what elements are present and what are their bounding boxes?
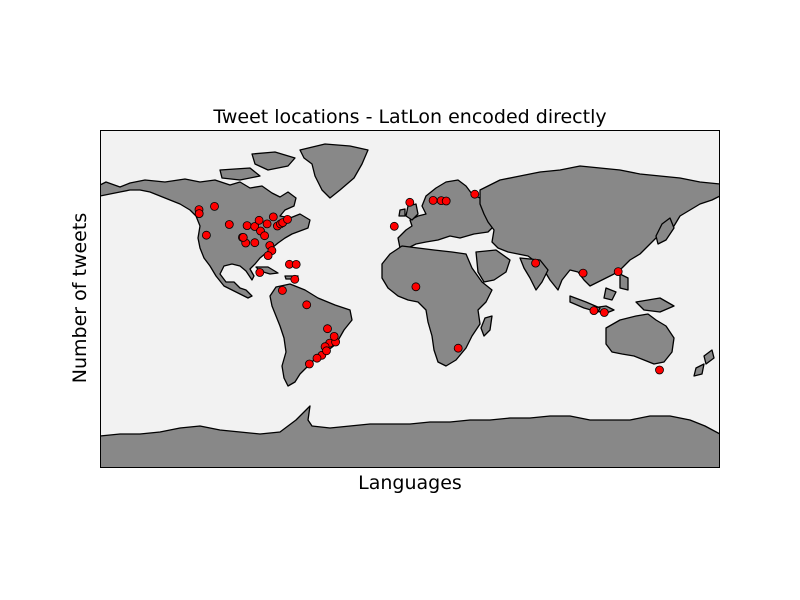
tweet-point-6 [242, 221, 252, 230]
british-isles [398, 203, 419, 221]
tweet-point-35 [304, 359, 314, 369]
tweet-point-37 [329, 331, 339, 341]
tweet-point-4 [224, 220, 234, 229]
tweet-point-11 [262, 219, 272, 229]
tweet-points [194, 189, 664, 375]
tweet-point-17 [283, 215, 292, 224]
tweet-point-25 [255, 268, 265, 277]
greenland [299, 143, 369, 199]
tweet-point-18 [268, 212, 278, 222]
land-masses [100, 143, 720, 468]
tweet-point-47 [578, 268, 588, 278]
tweet-point-50 [613, 267, 623, 277]
tweet-point-21 [238, 233, 248, 242]
tweet-point-46 [531, 258, 541, 268]
tweet-point-34 [322, 346, 331, 356]
arabia-india [475, 249, 549, 291]
tweet-point-7 [250, 222, 260, 231]
madagascar [480, 315, 493, 337]
y-axis-label: Number of tweets [69, 212, 91, 384]
tweet-point-19 [250, 238, 260, 248]
antarctica [100, 405, 720, 468]
tweet-point-27 [290, 274, 300, 284]
africa [381, 245, 493, 367]
tweet-point-51 [655, 365, 664, 375]
japan [655, 217, 675, 245]
world-map [100, 130, 720, 468]
tweet-point-3 [202, 230, 211, 240]
tweet-point-40 [428, 196, 438, 205]
tweet-point-10 [260, 231, 270, 241]
tweet-point-49 [599, 308, 609, 317]
tweet-point-2 [210, 202, 219, 211]
tweet-point-39 [389, 221, 399, 231]
australia [605, 313, 675, 365]
x-axis-label: Languages [358, 472, 462, 494]
tweet-point-36 [312, 353, 322, 363]
tweet-point-42 [441, 196, 451, 206]
tweet-point-8 [254, 215, 264, 225]
south-america [269, 283, 353, 387]
plot-frame [100, 130, 720, 468]
tweet-point-44 [411, 282, 421, 292]
tweet-point-48 [589, 306, 599, 316]
tweet-point-32 [323, 324, 332, 334]
tweet-point-26 [277, 285, 287, 295]
asia [479, 165, 720, 291]
tweet-point-28 [302, 300, 312, 310]
arctic-islands [219, 151, 296, 181]
chart-title: Tweet locations - LatLon encoded directl… [213, 106, 607, 128]
tweet-point-24 [291, 259, 301, 269]
new-zealand [693, 349, 715, 377]
tweet-point-45 [453, 343, 463, 353]
tweet-point-22 [263, 251, 273, 260]
tweet-point-43 [470, 189, 480, 199]
tweet-point-1 [194, 209, 204, 218]
tweet-point-38 [405, 197, 415, 207]
